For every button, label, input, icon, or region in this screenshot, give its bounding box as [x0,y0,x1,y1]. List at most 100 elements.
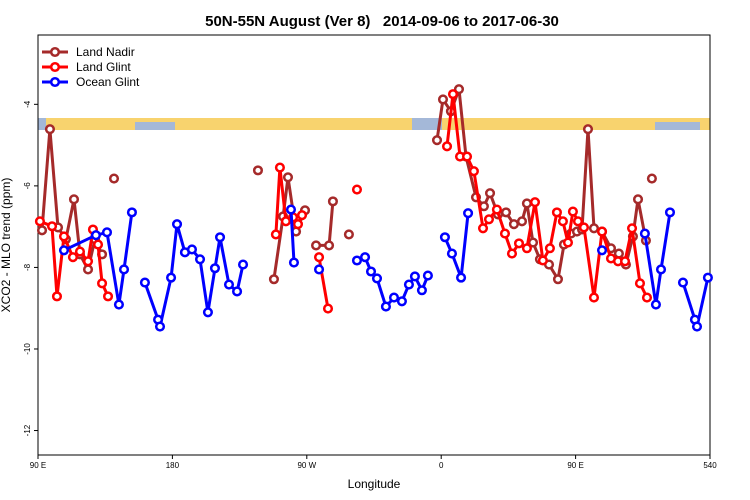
point [282,172,294,183]
point [446,248,458,259]
point [416,285,427,296]
point [396,296,407,307]
point [202,307,213,318]
point [431,135,443,146]
point [500,207,512,218]
y-tick-label: -10 [23,343,32,355]
point [232,286,243,297]
point [186,244,198,255]
point [453,84,465,95]
point [463,208,474,219]
x-axis-label: Longitude [348,477,401,491]
point [343,229,354,240]
point [456,272,467,283]
point [322,303,334,314]
point [677,277,689,288]
point [634,278,646,289]
point [223,279,235,290]
point [461,151,473,162]
point [365,266,377,277]
point [351,255,363,266]
point [588,292,600,303]
point [90,230,101,241]
point [126,207,137,218]
point [51,291,63,302]
point [596,245,608,256]
point [58,231,70,242]
point [34,216,45,227]
land-ocean-strip [38,118,710,130]
y-tick-label: -8 [23,263,32,271]
point [422,270,433,281]
point [288,257,300,268]
point [280,216,291,227]
point [632,194,644,205]
point [108,173,120,184]
point [551,207,562,218]
point [237,259,249,270]
point [292,219,304,230]
chart-title: 50N-55N August (Ver 8) 2014-09-06 to 201… [205,13,559,30]
point [68,194,80,205]
point [439,232,450,243]
point [171,219,183,230]
point [572,216,584,227]
point [521,243,532,254]
point [702,272,713,283]
point [578,222,590,233]
point [380,301,391,312]
point [582,124,594,135]
point [268,274,279,285]
point [101,227,113,238]
x-tick-label: 90 W [297,461,316,470]
point [557,216,568,227]
point [209,263,221,274]
point [639,228,650,239]
point [327,196,338,207]
point [646,173,657,184]
point [403,279,414,290]
point [508,219,519,230]
legend-label: Ocean Glint [76,75,140,89]
legend-marker [49,46,61,58]
point [562,237,574,248]
point [441,141,453,152]
point [655,264,667,275]
point [650,299,661,310]
point [613,248,624,259]
point [641,292,653,303]
y-tick-label: -6 [23,182,32,190]
point [499,228,511,239]
point [484,188,496,199]
point [477,223,489,234]
point [351,184,363,195]
point [214,232,226,243]
point [74,246,86,257]
point [46,221,58,232]
point [691,321,703,332]
point [194,254,206,265]
point [36,225,48,236]
point [447,89,459,100]
x-tick-label: 90 E [567,461,583,470]
legend-marker [49,76,61,88]
point [516,216,528,227]
legend-label: Land Nadir [76,45,135,59]
series-line [42,89,652,279]
point [324,240,335,251]
point [409,271,420,282]
point [102,291,114,302]
point [619,256,631,267]
point [313,252,325,263]
point [113,299,124,310]
point [388,292,400,303]
point [483,214,495,225]
point [97,278,108,289]
point [270,229,281,240]
point [154,321,166,332]
point [468,166,479,177]
x-tick-label: 180 [166,461,180,470]
point [521,198,532,209]
y-tick-label: -4 [23,100,32,108]
